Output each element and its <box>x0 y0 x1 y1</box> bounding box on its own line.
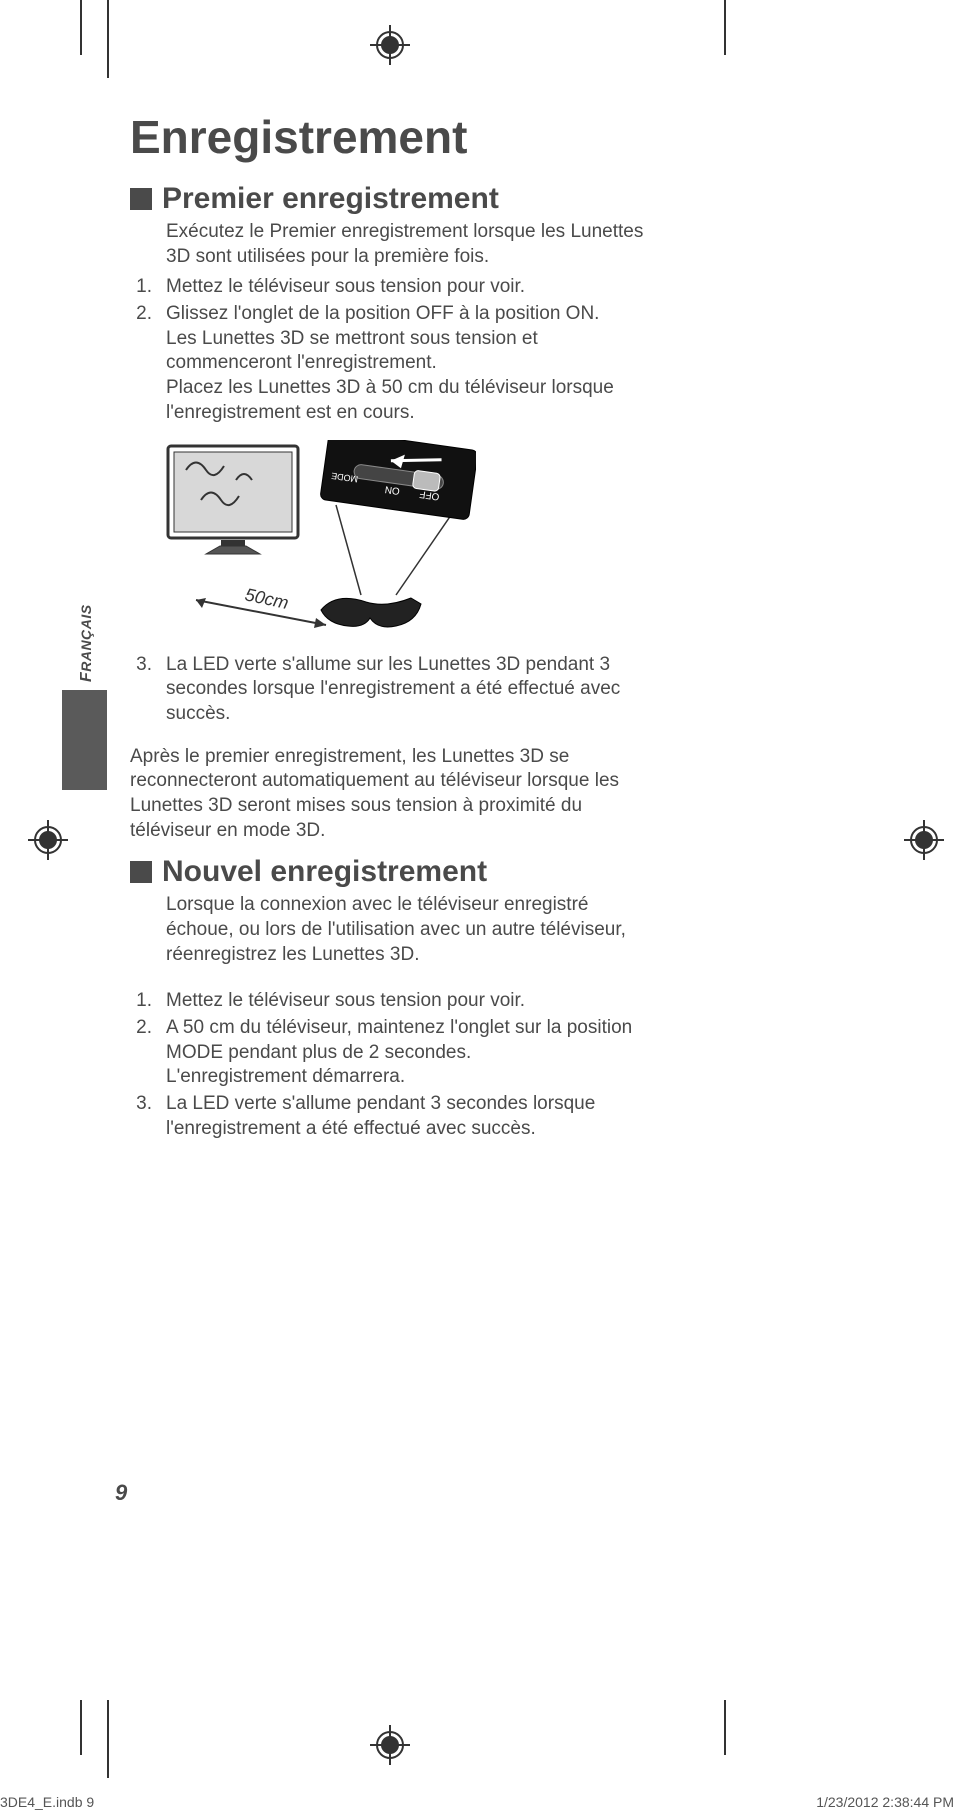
section2-intro: Lorsque la connexion avec le téléviseur … <box>166 893 650 967</box>
step-number: 2. <box>130 302 166 425</box>
section-heading-first-registration: Premier enregistrement <box>130 182 650 216</box>
language-tab <box>62 690 107 790</box>
step-number: 1. <box>130 275 166 300</box>
registration-mark-icon <box>370 1725 410 1765</box>
step-item: 3. La LED verte s'allume pendant 3 secon… <box>130 1092 650 1141</box>
step-number: 1. <box>130 989 166 1014</box>
crop-mark <box>724 1700 726 1755</box>
distance-label: 50cm <box>243 584 290 613</box>
footer-filename: 3DE4_E.indb 9 <box>0 1794 94 1810</box>
section1-after: Après le premier enregistrement, les Lun… <box>130 745 650 844</box>
switch-label-on: ON <box>384 483 400 496</box>
registration-illustration: OFF ON MODE 50cm <box>166 440 476 635</box>
language-tab-label: FRANÇAIS <box>78 604 96 682</box>
step-item: 1. Mettez le téléviseur sous tension pou… <box>130 989 650 1014</box>
step-item: 3. La LED verte s'allume sur les Lunette… <box>130 653 650 727</box>
step-item: 2. A 50 cm du téléviseur, maintenez l'on… <box>130 1016 650 1090</box>
crop-mark <box>107 0 109 78</box>
footer-timestamp: 1/23/2012 2:38:44 PM <box>816 1794 954 1810</box>
section-heading-new-registration: Nouvel enregistrement <box>130 855 650 889</box>
crop-mark <box>724 0 726 55</box>
crop-mark <box>107 1700 109 1778</box>
step-text: Mettez le téléviseur sous tension pour v… <box>166 989 650 1014</box>
bullet-square-icon <box>130 188 152 210</box>
section1-intro: Exécutez le Premier enregistrement lorsq… <box>166 220 650 269</box>
crop-mark <box>80 0 82 55</box>
step-item: 1. Mettez le téléviseur sous tension pou… <box>130 275 650 300</box>
section-heading-text: Nouvel enregistrement <box>162 855 487 889</box>
step-text: Glissez l'onglet de la position OFF à la… <box>166 302 650 425</box>
registration-mark-icon <box>904 820 944 860</box>
crop-mark <box>80 1700 82 1755</box>
step-text: Mettez le téléviseur sous tension pour v… <box>166 275 650 300</box>
step-number: 2. <box>130 1016 166 1090</box>
step-number: 3. <box>130 653 166 727</box>
step-item: 2. Glissez l'onglet de la position OFF à… <box>130 302 650 425</box>
section-heading-text: Premier enregistrement <box>162 182 499 216</box>
step-number: 3. <box>130 1092 166 1141</box>
registration-mark-icon <box>28 820 68 860</box>
bullet-square-icon <box>130 861 152 883</box>
page-number: 9 <box>115 1480 127 1506</box>
step-text: La LED verte s'allume pendant 3 secondes… <box>166 1092 650 1141</box>
step-text: A 50 cm du téléviseur, maintenez l'ongle… <box>166 1016 650 1090</box>
step-text: La LED verte s'allume sur les Lunettes 3… <box>166 653 650 727</box>
page-title: Enregistrement <box>130 110 650 164</box>
registration-mark-icon <box>370 25 410 65</box>
